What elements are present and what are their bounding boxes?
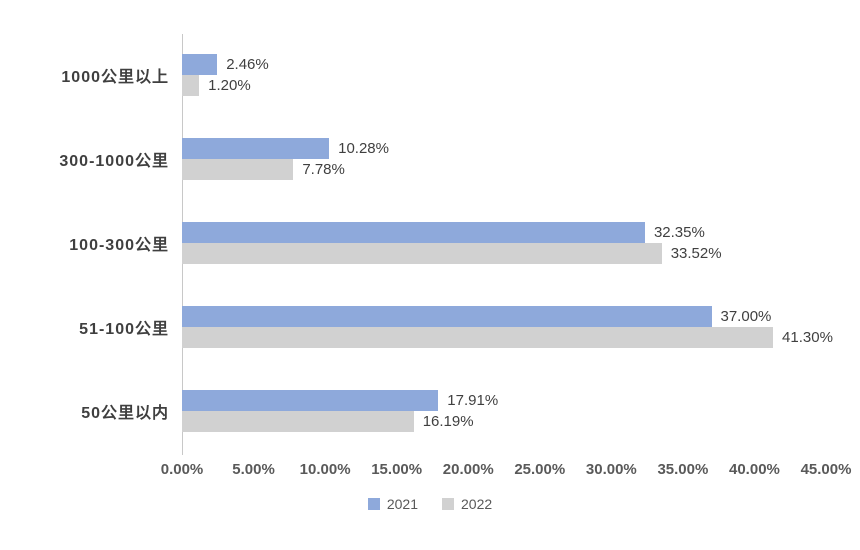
bar-line: 37.00% xyxy=(182,306,826,327)
bar-2021 xyxy=(182,54,218,75)
bar-2022 xyxy=(182,159,294,180)
legend-label: 2021 xyxy=(386,496,418,512)
bar-group: 17.91% 16.19% xyxy=(182,370,826,454)
bar-line: 17.91% xyxy=(182,390,826,411)
bar-group: 2.46% 1.20% xyxy=(182,34,826,118)
chart-row: 1000公里以上 2.46% 1.20% xyxy=(0,34,826,118)
bar-line: 41.30% xyxy=(182,327,833,348)
legend-swatch-2021 xyxy=(367,498,380,510)
x-axis-tick: 0.00% xyxy=(160,461,204,478)
bar-line: 32.35% xyxy=(182,222,826,243)
bar-line: 33.52% xyxy=(182,243,826,264)
bar-2021 xyxy=(182,138,330,159)
bar-group: 37.00% 41.30% xyxy=(182,286,833,370)
bar-line: 1.20% xyxy=(182,75,826,96)
legend: 2021 2022 xyxy=(0,496,860,512)
bar-line: 2.46% xyxy=(182,54,826,75)
legend-item-2022: 2022 xyxy=(442,496,492,512)
x-axis-tick: 40.00% xyxy=(729,461,780,478)
bar-2022 xyxy=(182,243,662,264)
bar-2021 xyxy=(182,306,712,327)
value-label: 7.78% xyxy=(302,161,345,178)
legend-item-2021: 2021 xyxy=(367,496,418,512)
value-label: 1.20% xyxy=(208,77,251,94)
x-axis-tick: 30.00% xyxy=(585,461,637,478)
bar-line: 16.19% xyxy=(182,411,826,432)
bar-2022 xyxy=(182,75,200,96)
value-label: 32.35% xyxy=(653,224,705,241)
x-axis-tick: 35.00% xyxy=(657,461,709,478)
chart-row: 300-1000公里 10.28% 7.78% xyxy=(0,118,826,202)
legend-swatch-2022 xyxy=(442,498,454,510)
category-label: 100-300公里 xyxy=(69,237,169,254)
bar-group: 10.28% 7.78% xyxy=(182,118,826,202)
x-axis: 0.00% 5.00% 10.00% 15.00% 20.00% 25.00% 30.00%… xyxy=(161,461,852,481)
x-axis-tick: 25.00% xyxy=(514,461,566,478)
x-axis-tick: 45.00% xyxy=(800,461,852,478)
value-label: 33.52% xyxy=(670,245,722,262)
bar-group: 32.35% 33.52% xyxy=(182,202,826,286)
category-label: 51-100公里 xyxy=(79,321,169,338)
bar-line: 10.28% xyxy=(182,138,826,159)
chart-rows: 1000公里以上 2.46% 1.20% 300-1000公里 10.28% 7.78% 1… xyxy=(0,34,833,454)
value-label: 16.19% xyxy=(422,413,474,430)
category-label: 50公里以内 xyxy=(81,405,169,422)
legend-label: 2022 xyxy=(461,496,493,512)
value-label: 2.46% xyxy=(226,56,269,73)
x-axis-tick: 20.00% xyxy=(442,461,494,478)
bar-2021 xyxy=(182,222,645,243)
value-label: 41.30% xyxy=(782,329,833,346)
chart-row: 51-100公里 37.00% 41.30% xyxy=(0,286,833,370)
x-axis-tick: 5.00% xyxy=(232,461,275,478)
value-label: 17.91% xyxy=(447,392,499,409)
x-axis-tick: 10.00% xyxy=(299,461,351,478)
category-label: 300-1000公里 xyxy=(59,153,169,170)
bar-2021 xyxy=(182,390,439,411)
bar-2022 xyxy=(182,411,414,432)
category-label: 1000公里以上 xyxy=(61,69,169,86)
value-label: 37.00% xyxy=(720,308,772,325)
bar-2022 xyxy=(182,327,774,348)
chart-row: 50公里以内 17.91% 16.19% xyxy=(0,370,826,454)
bar-line: 7.78% xyxy=(182,159,826,180)
chart-row: 100-300公里 32.35% 33.52% xyxy=(0,202,826,286)
value-label: 10.28% xyxy=(338,140,389,157)
x-axis-tick: 15.00% xyxy=(371,461,423,478)
